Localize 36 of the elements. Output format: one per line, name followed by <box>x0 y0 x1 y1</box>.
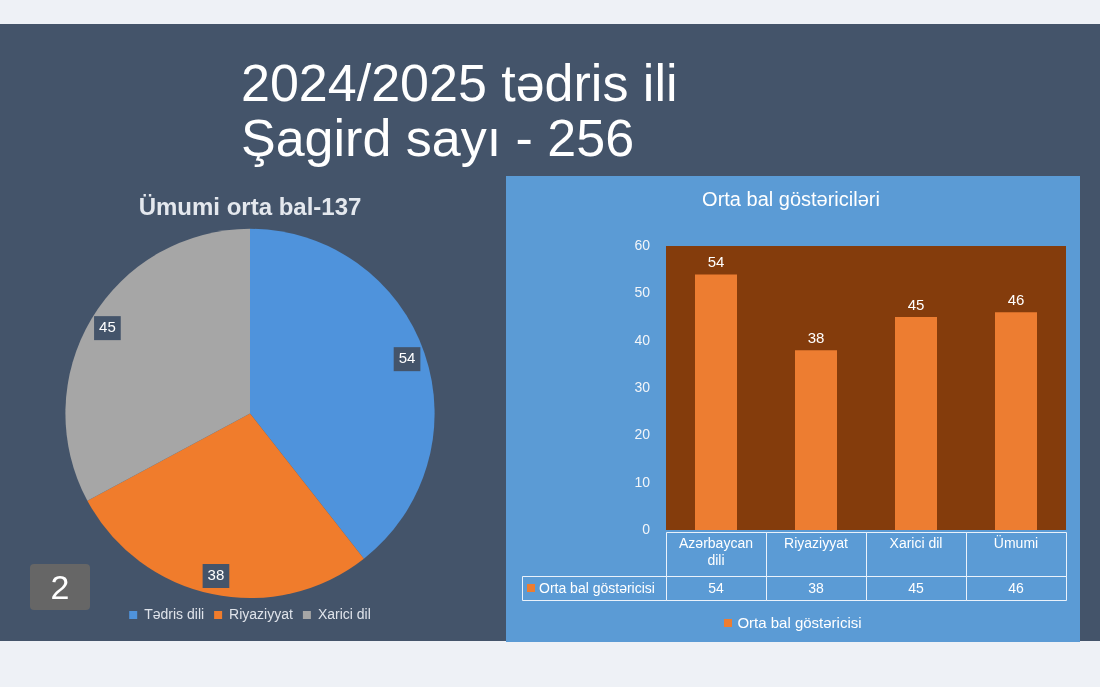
y-tick-label: 30 <box>634 378 651 395</box>
legend-label: Orta bal göstəricisi <box>539 579 655 596</box>
y-tick-label: 10 <box>634 473 651 490</box>
bar <box>895 317 937 530</box>
y-tick-label: 20 <box>634 426 651 443</box>
text: Orta bal göstəricisi <box>737 614 862 631</box>
data-label: 54 <box>398 349 416 367</box>
y-tick-label: 60 <box>634 236 651 253</box>
chart-title: Ümumi orta bal-137 <box>138 193 362 221</box>
legend-label: Riyaziyyat <box>229 605 294 622</box>
data-label: 45 <box>99 318 116 336</box>
legend-label: Tədris dili <box>144 605 205 622</box>
x-tick-label: Riyaziyyat <box>784 534 848 551</box>
y-tick-label: 40 <box>634 331 651 348</box>
annotation: 38 <box>807 328 825 346</box>
x-tick-label: Azərbaycan dili <box>679 534 753 568</box>
data-label: 54 <box>708 579 724 596</box>
bar <box>995 312 1037 530</box>
y-tick-label: 0 <box>642 520 651 537</box>
bar <box>695 274 737 530</box>
data-label: 46 <box>1008 579 1024 596</box>
bar <box>795 350 837 530</box>
annotation: 54 <box>707 253 725 271</box>
text: Şagird sayı - 256 <box>241 109 636 167</box>
annotation: 45 <box>907 295 925 313</box>
text: 2024/2025 tədris ili <box>241 54 678 112</box>
x-tick-label: Xarici dil <box>889 534 943 551</box>
text: 2 <box>30 564 90 610</box>
x-tick-label: Ümumi <box>993 533 1039 551</box>
y-tick-label: 50 <box>634 284 651 301</box>
chart-title: Orta bal göstəriciləri <box>702 187 880 210</box>
annotation: 46 <box>1007 290 1025 308</box>
data-label: 38 <box>207 566 225 584</box>
data-label: 45 <box>908 579 924 596</box>
data-label: 38 <box>808 579 824 596</box>
legend-label: Xarici dil <box>317 605 371 622</box>
